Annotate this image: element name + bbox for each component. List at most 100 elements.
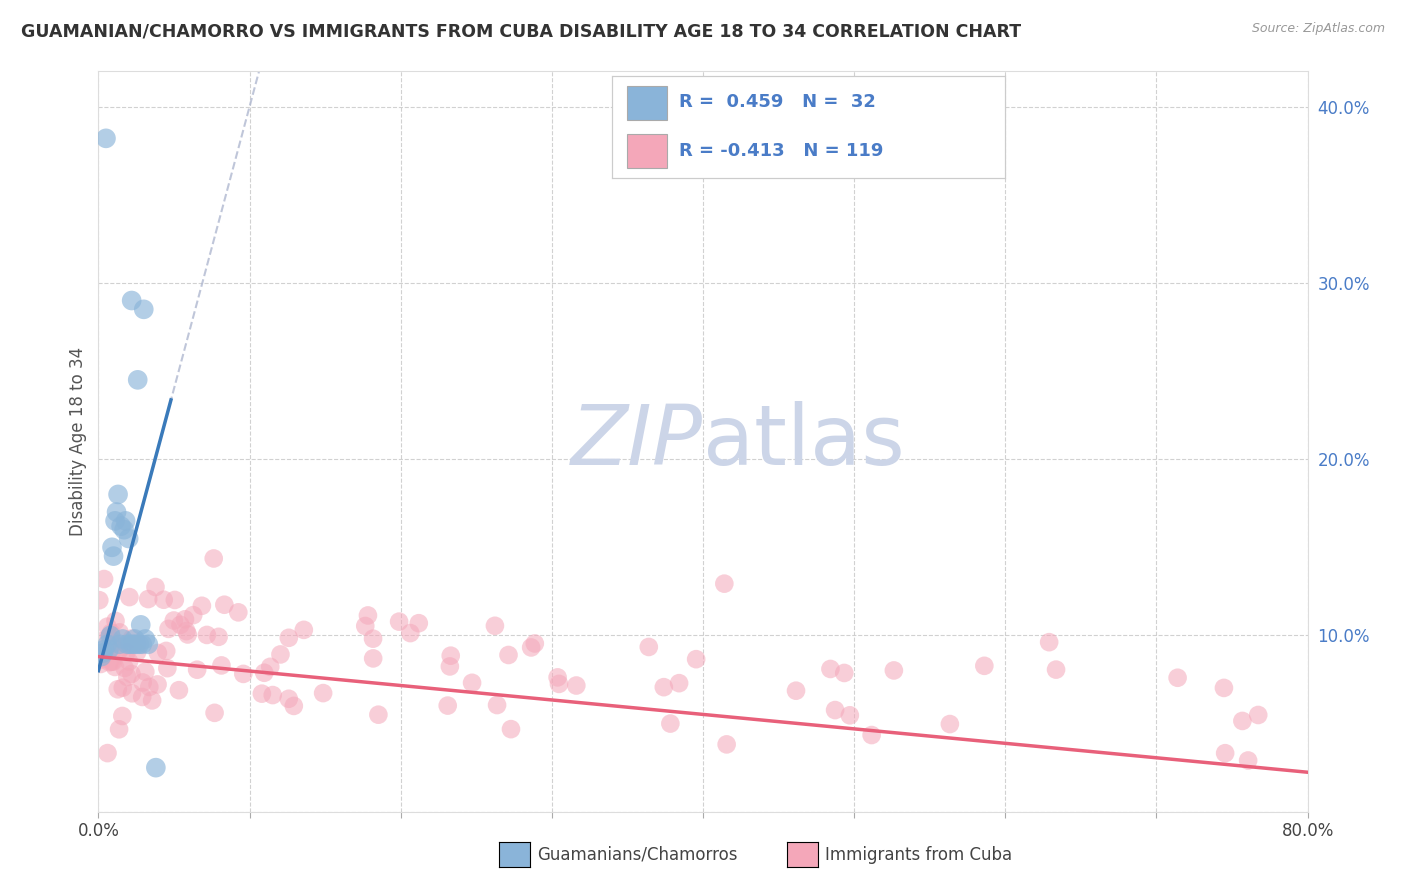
Point xyxy=(547,670,569,684)
Point xyxy=(277,631,299,645)
Point xyxy=(96,637,118,651)
Point xyxy=(520,640,543,655)
Point xyxy=(207,630,229,644)
Point xyxy=(1213,746,1236,760)
Point xyxy=(124,632,146,646)
Point xyxy=(132,302,155,317)
Point xyxy=(716,738,738,752)
Point xyxy=(1045,663,1067,677)
Point xyxy=(408,616,430,631)
Point xyxy=(176,624,198,639)
Point xyxy=(436,698,458,713)
Point xyxy=(939,717,962,731)
Point xyxy=(128,637,150,651)
Point xyxy=(125,637,148,651)
Point xyxy=(127,645,149,659)
Point xyxy=(860,728,883,742)
Point xyxy=(104,614,127,628)
Text: atlas: atlas xyxy=(703,401,904,482)
Point xyxy=(399,626,422,640)
Point xyxy=(127,373,149,387)
Point xyxy=(174,612,197,626)
Point xyxy=(1038,635,1060,649)
Point xyxy=(204,706,226,720)
Point xyxy=(101,541,124,555)
Point xyxy=(461,675,484,690)
Point xyxy=(259,660,281,674)
Point xyxy=(214,598,236,612)
Point xyxy=(146,677,169,691)
Point xyxy=(98,642,121,657)
Point xyxy=(90,653,112,667)
Point xyxy=(883,664,905,678)
Point xyxy=(668,676,690,690)
Point xyxy=(820,662,842,676)
Point xyxy=(90,657,112,671)
Point xyxy=(277,691,299,706)
Point xyxy=(103,549,125,563)
Point xyxy=(181,608,204,623)
Point xyxy=(122,637,145,651)
Point xyxy=(98,655,121,669)
Point xyxy=(87,646,110,660)
Point xyxy=(354,619,377,633)
Point xyxy=(484,619,506,633)
Point xyxy=(548,677,571,691)
Point xyxy=(101,655,124,669)
Point xyxy=(824,703,846,717)
Point xyxy=(111,709,134,723)
Point xyxy=(228,605,250,619)
Point xyxy=(202,551,225,566)
Point xyxy=(157,622,180,636)
Point xyxy=(94,131,117,145)
Point xyxy=(250,687,273,701)
Point xyxy=(90,649,112,664)
Point xyxy=(121,293,143,308)
Point xyxy=(152,592,174,607)
Point xyxy=(107,682,129,697)
Point xyxy=(111,632,134,646)
Point xyxy=(114,514,136,528)
Point xyxy=(652,680,675,694)
Point xyxy=(637,640,659,654)
Point xyxy=(312,686,335,700)
Point xyxy=(114,661,136,675)
Point xyxy=(118,655,141,669)
Point xyxy=(367,707,389,722)
Point xyxy=(186,663,208,677)
Point xyxy=(191,599,214,613)
Point xyxy=(121,686,143,700)
Point xyxy=(685,652,707,666)
Text: R =  0.459   N =  32: R = 0.459 N = 32 xyxy=(679,94,876,112)
Point xyxy=(440,648,463,663)
Point xyxy=(112,523,135,537)
Point xyxy=(98,630,121,644)
Point xyxy=(1213,681,1236,695)
Point xyxy=(838,708,860,723)
Point xyxy=(115,645,138,659)
FancyBboxPatch shape xyxy=(627,135,666,168)
Point xyxy=(100,655,122,669)
Text: Immigrants from Cuba: Immigrants from Cuba xyxy=(825,846,1012,863)
Point xyxy=(136,592,159,607)
Point xyxy=(1237,754,1260,768)
Point xyxy=(1167,671,1189,685)
Point xyxy=(283,698,305,713)
Text: Source: ZipAtlas.com: Source: ZipAtlas.com xyxy=(1251,22,1385,36)
Point xyxy=(177,627,200,641)
Point xyxy=(90,649,112,664)
Point xyxy=(118,590,141,604)
Point xyxy=(163,593,186,607)
Point xyxy=(1232,714,1254,728)
Point xyxy=(101,637,124,651)
Point xyxy=(115,637,138,651)
Point xyxy=(253,665,276,680)
Point xyxy=(107,644,129,658)
Point xyxy=(269,648,291,662)
Point xyxy=(523,636,546,650)
Text: ZIP: ZIP xyxy=(571,401,703,482)
Y-axis label: Disability Age 18 to 34: Disability Age 18 to 34 xyxy=(69,347,87,536)
Point xyxy=(195,628,218,642)
Text: R = -0.413   N = 119: R = -0.413 N = 119 xyxy=(679,142,883,160)
Point xyxy=(107,487,129,501)
